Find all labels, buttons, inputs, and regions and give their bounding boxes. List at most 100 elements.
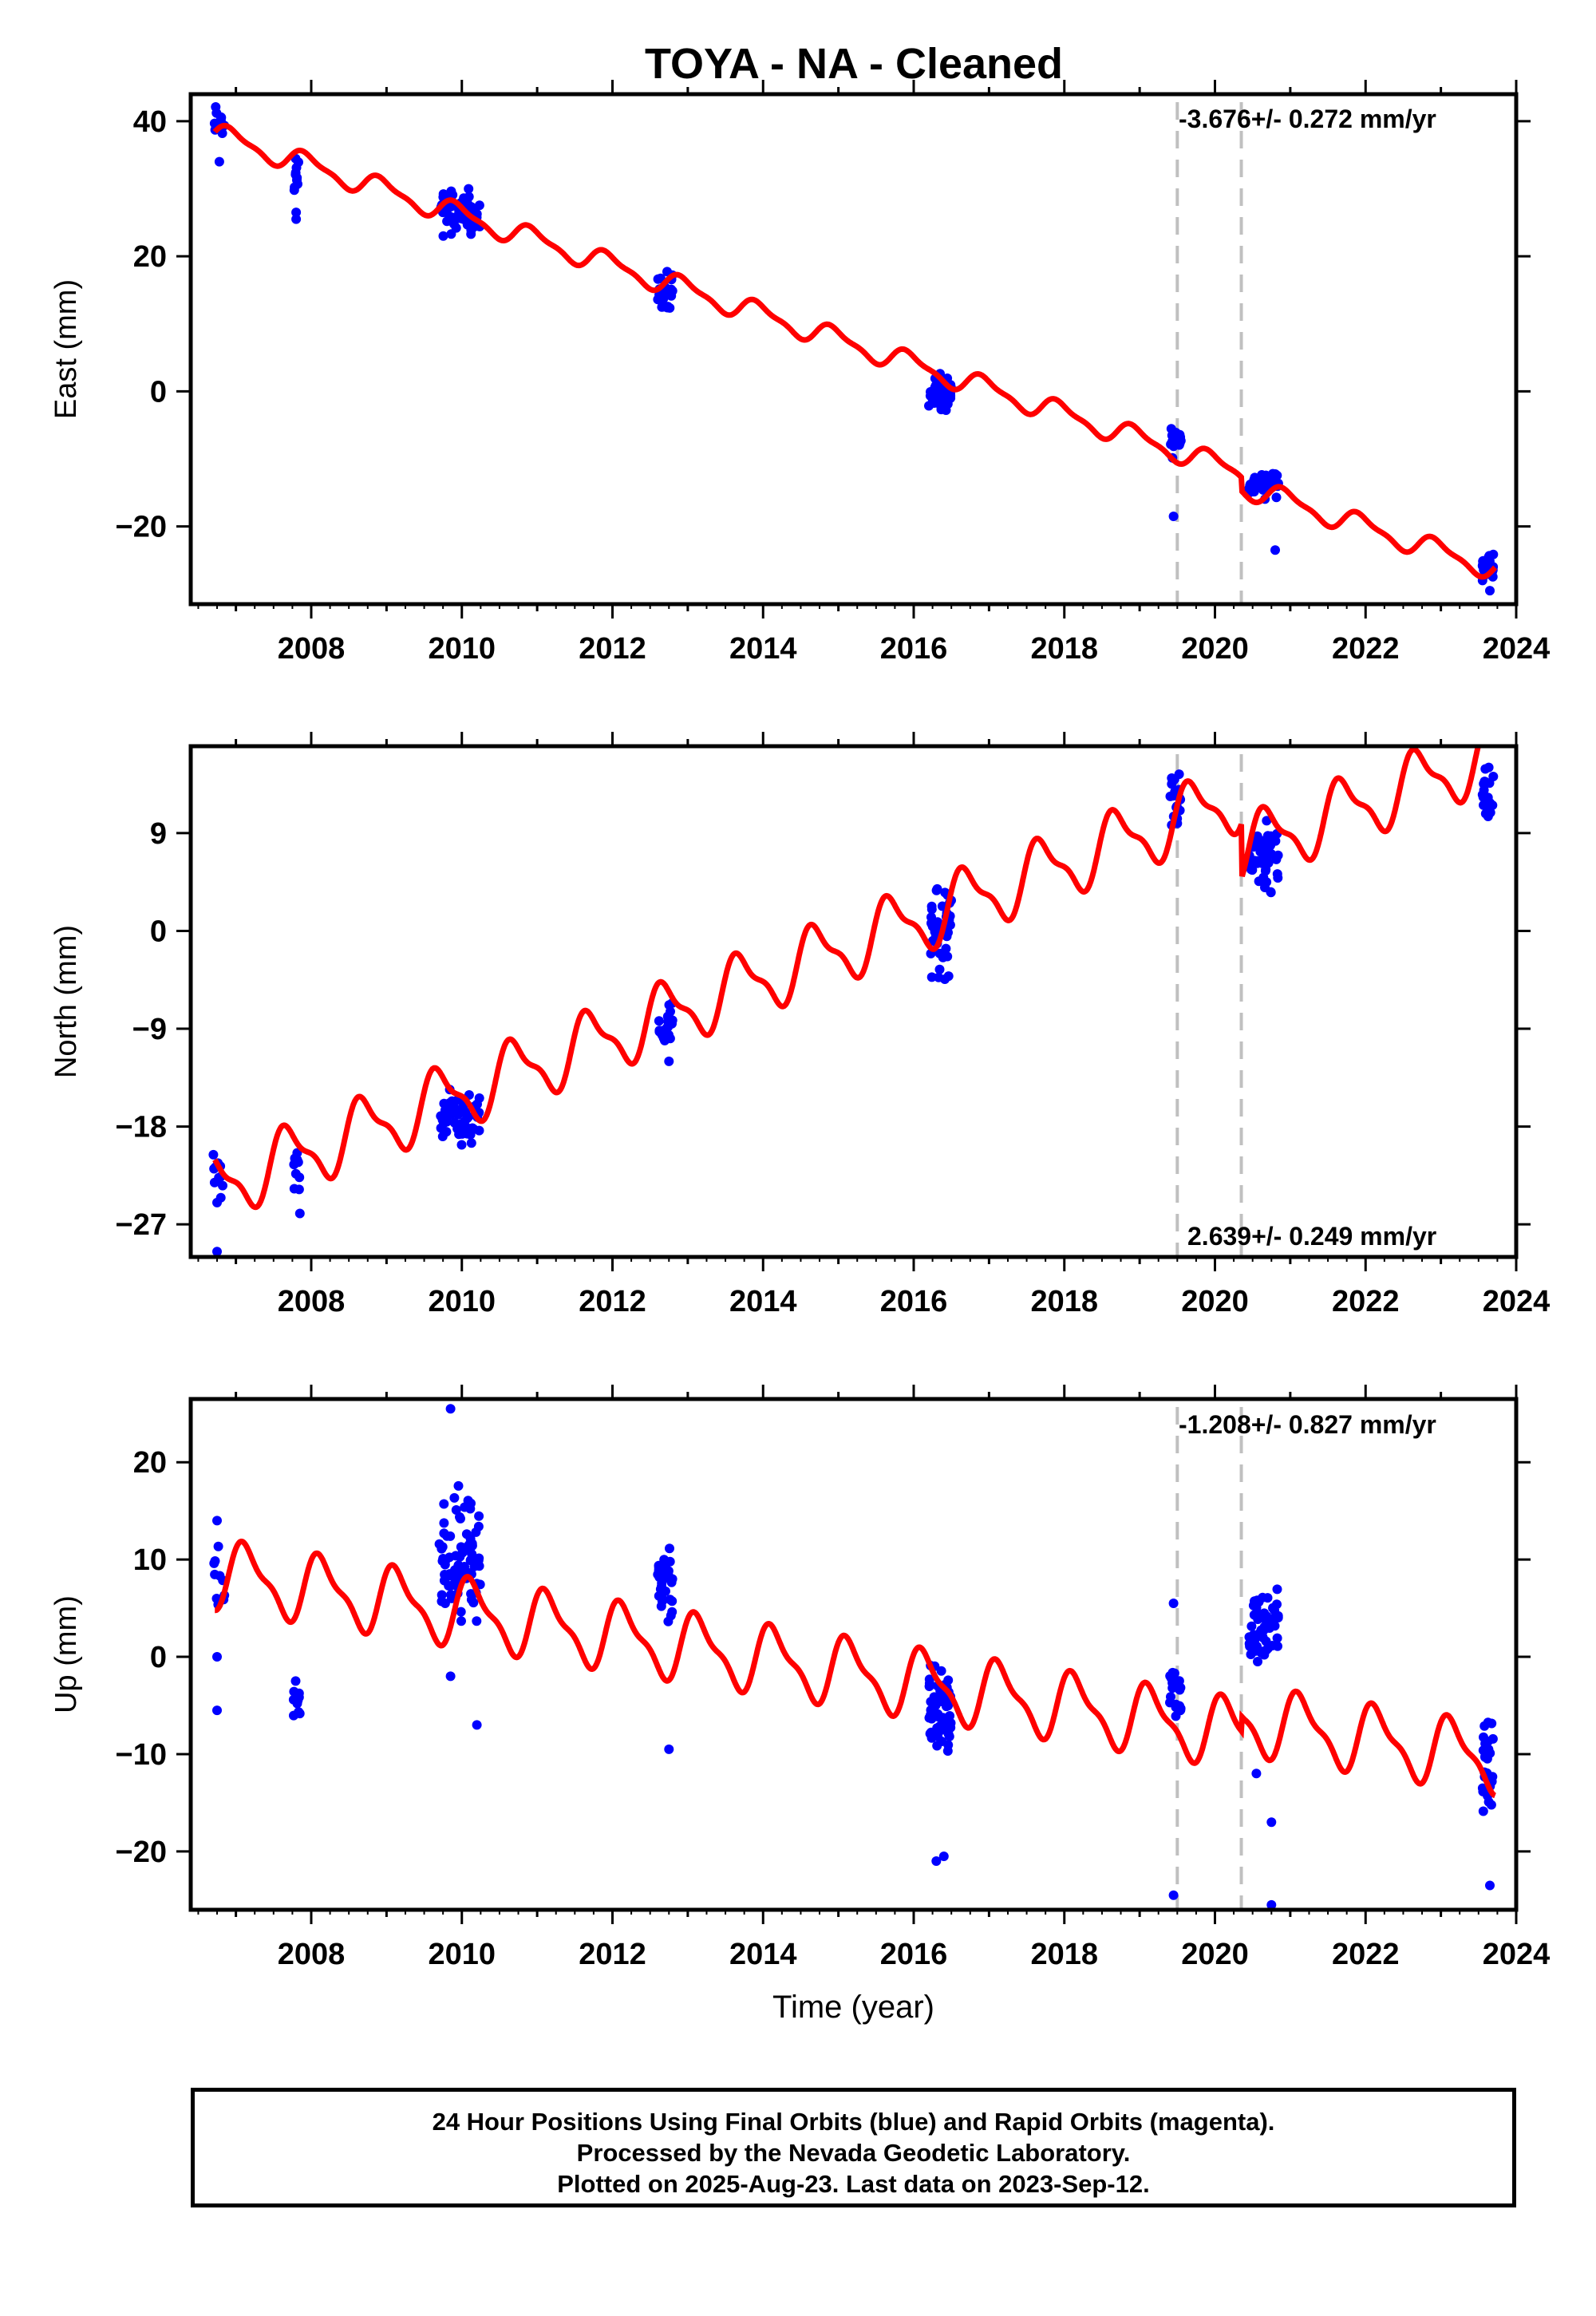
data-point xyxy=(290,182,300,192)
y-tick-label: −20 xyxy=(116,511,167,544)
data-point xyxy=(1483,1737,1493,1746)
x-tick-label: 2024 xyxy=(1483,632,1551,666)
data-point xyxy=(1258,854,1268,864)
data-point xyxy=(474,1561,484,1571)
data-point xyxy=(439,1575,449,1586)
data-point xyxy=(217,128,227,138)
data-point xyxy=(218,1180,227,1191)
data-point xyxy=(937,1737,947,1746)
data-point xyxy=(1485,1880,1495,1891)
data-point xyxy=(1484,551,1495,561)
data-point xyxy=(1174,769,1184,780)
data-point xyxy=(1270,545,1280,555)
data-point xyxy=(931,1856,942,1866)
x-tick-label: 2022 xyxy=(1332,1285,1400,1318)
data-point xyxy=(1478,556,1488,567)
data-point xyxy=(1166,1692,1175,1702)
data-point xyxy=(208,1149,219,1160)
data-point xyxy=(1266,849,1277,859)
footer-box: 24 Hour Positions Using Final Orbits (bl… xyxy=(191,2088,1516,2207)
data-point xyxy=(1168,1890,1179,1900)
y-tick-label: 40 xyxy=(133,105,167,139)
data-point xyxy=(1262,877,1272,887)
data-point xyxy=(930,1700,941,1710)
data-point xyxy=(449,1492,460,1503)
data-point xyxy=(1246,864,1256,875)
data-point xyxy=(291,207,302,218)
data-point xyxy=(434,1539,444,1549)
data-points xyxy=(208,762,1499,1257)
data-point xyxy=(935,397,945,408)
data-point xyxy=(664,1030,674,1040)
data-point xyxy=(210,1569,220,1579)
data-point xyxy=(1483,803,1493,813)
data-point xyxy=(454,1128,464,1139)
panel-north: 2008 2010 2012 2014 2016 2018 2020 2022 2024 −27 −… xyxy=(49,732,1550,1318)
data-point xyxy=(941,943,951,954)
data-point xyxy=(1167,1683,1178,1694)
data-point xyxy=(926,919,937,930)
y-tick-label: −18 xyxy=(116,1111,167,1144)
data-point xyxy=(1171,1699,1181,1709)
data-point xyxy=(1258,1633,1268,1642)
data-point xyxy=(440,1599,450,1608)
data-point xyxy=(473,1521,484,1531)
data-point xyxy=(1172,436,1183,446)
data-point xyxy=(1168,512,1179,521)
data-point xyxy=(1250,1638,1260,1649)
data-point xyxy=(456,1616,466,1626)
data-point xyxy=(294,1208,305,1219)
data-point xyxy=(657,1581,666,1591)
data-point xyxy=(212,1652,222,1662)
data-point xyxy=(294,1693,304,1703)
data-point xyxy=(662,1011,673,1022)
data-point xyxy=(1272,1599,1282,1610)
data-point xyxy=(927,388,938,398)
data-point xyxy=(437,1112,447,1122)
data-point xyxy=(1480,1751,1491,1761)
y-tick-label: 0 xyxy=(150,1641,167,1674)
x-tick-label: 2010 xyxy=(428,1285,496,1318)
data-point xyxy=(438,231,448,241)
data-point xyxy=(294,1172,305,1183)
x-tick-label: 2022 xyxy=(1332,1938,1400,1971)
x-tick-label: 2024 xyxy=(1483,1938,1551,1971)
data-point xyxy=(472,1720,482,1730)
data-point xyxy=(445,1671,456,1682)
data-point xyxy=(924,1713,934,1723)
data-point xyxy=(442,1531,452,1541)
x-tick-label: 2016 xyxy=(880,1285,948,1318)
data-point xyxy=(460,1502,470,1512)
x-tick-label: 2016 xyxy=(880,632,948,666)
data-point xyxy=(930,1708,941,1718)
data-point xyxy=(439,1518,449,1528)
data-point xyxy=(460,1121,471,1132)
data-point xyxy=(934,1721,945,1732)
data-point xyxy=(943,393,954,403)
data-point xyxy=(1260,866,1270,876)
data-point xyxy=(1252,831,1262,841)
data-point xyxy=(662,1571,673,1582)
data-point xyxy=(1171,1711,1181,1721)
data-point xyxy=(932,883,942,894)
data-point xyxy=(293,1157,303,1168)
y-axis-label: North (mm) xyxy=(49,925,83,1078)
data-point xyxy=(467,1549,477,1559)
data-point xyxy=(472,1616,482,1626)
x-tick-label: 2020 xyxy=(1181,1285,1249,1318)
data-point xyxy=(1478,792,1488,802)
data-point xyxy=(665,302,675,313)
y-axis-label: Up (mm) xyxy=(49,1595,83,1713)
data-point xyxy=(926,972,937,982)
data-point xyxy=(1262,831,1273,841)
data-point xyxy=(211,108,222,118)
data-point xyxy=(1171,428,1181,437)
data-point xyxy=(941,405,951,415)
data-point xyxy=(290,168,301,178)
x-tick-label: 2018 xyxy=(1030,1285,1098,1318)
y-tick-label: 0 xyxy=(150,375,167,409)
model-curve xyxy=(215,1538,1496,1799)
data-point xyxy=(474,200,484,211)
x-tick-label: 2018 xyxy=(1030,632,1098,666)
data-point xyxy=(212,1197,222,1207)
